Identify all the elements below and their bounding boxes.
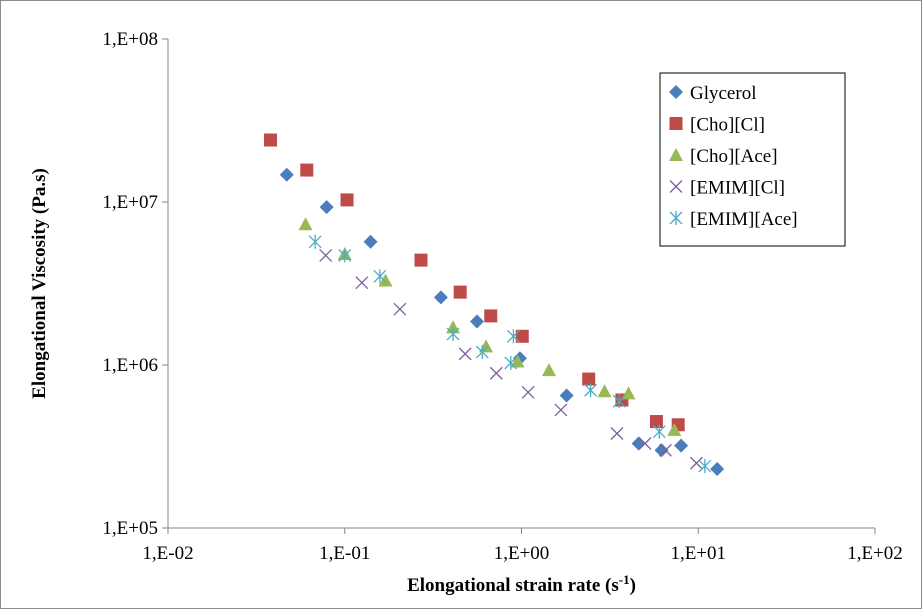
data-point-square [340,193,354,207]
legend-marker [669,117,683,130]
y-tick-label: 1,E+05 [102,518,158,539]
legend-label: [EMIM][Ace] [690,209,798,230]
data-point-diamond [433,290,448,305]
data-point-diamond [674,438,689,453]
data-point-x [355,276,369,290]
data-point-triangle [597,384,612,398]
data-point-triangle [510,354,525,368]
data-point-diamond [469,314,484,329]
legend-entry: [EMIM][Ace] [669,209,798,230]
data-points [263,133,725,477]
x-tick-label: 1,E+00 [494,543,550,564]
legend-entry: [EMIM][Cl] [669,178,785,199]
data-point-asterisk [308,234,322,249]
data-point-asterisk [504,355,518,370]
x-tick-label: 1,E-02 [142,543,193,564]
data-point-square [515,329,529,343]
data-point-diamond [559,388,574,403]
data-point-square [300,163,314,177]
legend-label: Glycerol [690,83,756,104]
data-point-x [319,248,333,262]
legend-label: [Cho][Ace] [690,146,778,167]
data-point-diamond [710,462,725,477]
legend-label: [Cho][Cl] [690,115,765,136]
data-point-square [582,372,596,386]
data-point-asterisk [373,269,387,284]
legend-marker [669,180,683,193]
y-tick-label: 1,E+08 [102,29,158,50]
legend-marker [669,148,683,161]
data-point-x [393,302,407,316]
y-tick-label: 1,E+07 [102,192,158,213]
data-point-asterisk [698,459,712,474]
data-point-triangle [541,363,556,377]
legend-marker [669,211,683,225]
data-point-diamond [279,167,294,182]
data-point-triangle [378,273,393,287]
legend-items: Glycerol [Cho][Cl] [Cho][Ace] [EMIM][Cl] [EM… [669,83,798,230]
data-point-x [610,427,624,440]
data-point-asterisk [338,248,352,263]
data-point-asterisk [506,329,520,344]
legend: Glycerol [Cho][Cl] [Cho][Ace] [EMIM][Cl] [EM… [659,72,846,247]
data-point-x [658,443,672,457]
legend-label: [EMIM][Cl] [690,178,785,199]
data-point-x [554,403,568,417]
data-point-square [414,253,428,267]
data-point-asterisk [475,345,489,360]
data-point-x [638,437,652,450]
legend-box [659,72,846,247]
data-point-square [649,415,663,429]
x-axis-title: Elongational strain rate (s-1) [407,572,636,596]
axes [162,38,876,534]
legend-entry: Glycerol [669,83,756,104]
data-point-x [489,366,503,380]
y-tick-label: 1,E+06 [102,355,158,376]
legend-entry: [Cho][Ace] [669,146,778,167]
x-tick-label: 1,E+02 [847,543,903,564]
y-axis-title: Elongational Viscosity (Pa.s) [29,168,50,399]
data-point-x [458,347,472,361]
data-point-asterisk [584,383,598,398]
data-point-asterisk [446,326,460,341]
data-point-asterisk [652,424,666,439]
data-point-triangle [667,422,682,436]
data-point-x [521,385,535,399]
legend-marker [669,85,683,99]
data-point-x [690,456,703,470]
x-tick-label: 1,E+01 [670,543,726,564]
tick-labels: 1,E+05 1,E+06 1,E+07 1,E+08 1,E-02 1,E-01 1,E+… [102,29,902,564]
data-point-square [263,133,277,147]
data-point-diamond [654,443,669,458]
data-point-diamond [363,234,378,249]
x-tick-label: 1,E-01 [319,543,370,564]
data-point-square [484,309,498,323]
data-point-asterisk [612,394,626,409]
data-point-square [453,285,467,299]
data-point-diamond [319,200,334,215]
legend-entry: [Cho][Cl] [669,115,765,136]
data-point-diamond [631,436,646,451]
data-point-triangle [298,217,313,231]
